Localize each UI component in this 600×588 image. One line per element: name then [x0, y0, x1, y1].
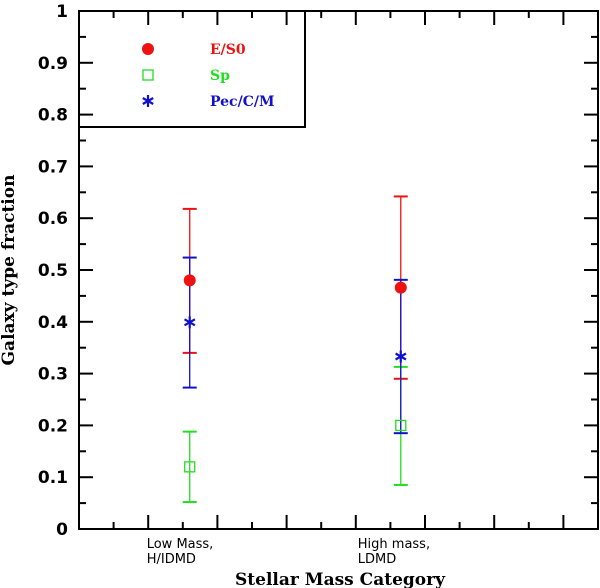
y-tick-label: 0 — [56, 520, 68, 540]
plot-frame — [78, 10, 599, 530]
x-category-label-line2: LDMD — [358, 552, 396, 567]
y-tick-label: 0.4 — [38, 313, 68, 333]
legend-marker-e-s0 — [142, 43, 154, 55]
y-tick-label: 0.5 — [38, 261, 68, 281]
point-sp — [184, 461, 196, 473]
legend-label-sp: Sp — [210, 68, 230, 84]
legend-marker-sp — [142, 69, 154, 81]
point-pec-c-m — [183, 316, 196, 329]
y-tick-label: 0.3 — [38, 365, 68, 385]
legend-marker-pec-c-m — [142, 95, 154, 107]
y-axis-title: Galaxy type fraction — [0, 175, 19, 366]
x-category-label-line1: High mass, — [358, 537, 430, 552]
y-tick-label: 0.7 — [38, 157, 68, 177]
x-category-label-line2: H/IDMD — [147, 552, 196, 567]
legend-box — [79, 11, 306, 128]
y-tick-label: 0.8 — [38, 106, 68, 126]
y-tick-label: 0.2 — [38, 416, 68, 436]
y-tick-label: 1 — [56, 2, 68, 22]
legend-label-pec-c-m: Pec/C/M — [210, 94, 274, 110]
point-e-s0 — [183, 274, 196, 287]
legend-label-e-s0: E/S0 — [210, 42, 246, 58]
y-tick-label: 0.6 — [38, 209, 68, 229]
x-category-label-line1: Low Mass, — [147, 537, 214, 552]
legend: E/S0 Sp Pec/C/M — [79, 11, 306, 128]
x-axis-title: Stellar Mass Category — [235, 570, 446, 588]
y-tick-label: 0.9 — [38, 54, 68, 74]
point-sp — [395, 419, 407, 432]
y-tick-label: 0.1 — [38, 468, 68, 488]
point-e-s0 — [394, 281, 407, 294]
point-pec-c-m — [395, 350, 407, 363]
